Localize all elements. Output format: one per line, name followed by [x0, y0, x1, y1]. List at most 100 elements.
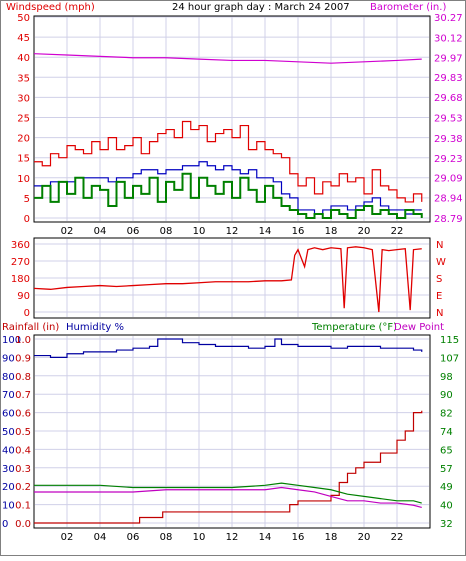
direction-tick-label: 270	[11, 257, 30, 268]
windspeed-tick-label: 5	[24, 194, 30, 205]
x-tick-label: 22	[391, 226, 404, 237]
barometer-tick-label: 29.68	[434, 93, 463, 104]
rainfall-tick-label: 0.7	[15, 390, 31, 401]
temp-series-line	[34, 482, 422, 504]
rainfall-tick-label: 0.8	[15, 372, 31, 383]
humidity-axis-label: Humidity %	[66, 322, 124, 333]
temperature-tick-label: 82	[440, 409, 453, 420]
humidity-tick-label: 80	[2, 372, 15, 383]
x-tick-label: 10	[193, 532, 206, 543]
humidity-tick-label: 30	[2, 464, 15, 475]
windspeed-tick-label: 40	[17, 53, 30, 64]
windspeed-tick-label: 25	[17, 114, 30, 125]
x-tick-label: 12	[226, 532, 239, 543]
wind-barometer-panel: 02 04 06 08 10 12 14 16 18 20 22 0 5 10 15 20 25 30 35 40 45…	[17, 13, 462, 237]
x-tick-label: 18	[325, 532, 338, 543]
x-tick-label: 14	[259, 532, 272, 543]
windspeed-tick-label: 30	[17, 93, 30, 104]
humidity-tick-label: 20	[2, 482, 15, 493]
x-tick-label: 20	[358, 532, 371, 543]
x-tick-label: 12	[226, 226, 239, 237]
x-tick-label: 16	[292, 226, 305, 237]
rain-series-line	[34, 410, 423, 524]
temperature-tick-label: 57	[440, 464, 453, 475]
rainfall-tick-label: 0.3	[15, 464, 31, 475]
temperature-tick-label: 90	[440, 390, 453, 401]
barometer-tick-label: 29.53	[434, 114, 463, 125]
x-tick-label: 18	[325, 226, 338, 237]
windspeed-tick-label: 35	[17, 73, 30, 84]
compass-tick-label: W	[436, 257, 446, 268]
green-series-line	[34, 172, 423, 219]
temperature-tick-label: 49	[440, 482, 453, 493]
barometer-tick-label: 29.97	[434, 54, 463, 65]
humidity-tick-label: 0	[2, 519, 8, 530]
compass-tick-label: E	[436, 291, 442, 302]
windspeed-tick-label: 20	[17, 134, 30, 145]
x-tick-label: 08	[160, 532, 173, 543]
direction-tick-label: 360	[11, 240, 30, 251]
rainfall-tick-label: 0.9	[15, 353, 31, 364]
windspeed-tick-label: 10	[17, 174, 30, 185]
humidity-tick-label: 70	[2, 390, 15, 401]
compass-tick-label: N	[436, 240, 443, 251]
barometer-tick-label: 28.94	[434, 194, 463, 205]
x-tick-label: 04	[94, 532, 107, 543]
compass-tick-label: N	[436, 308, 443, 319]
windspeed-axis-label: Windspeed (mph)	[6, 2, 95, 13]
humidity-tick-label: 90	[2, 353, 15, 364]
baro-series-line	[33, 53, 422, 64]
x-tick-label: 02	[61, 226, 74, 237]
x-tick-label: 20	[358, 226, 371, 237]
rainfall-tick-label: 0.6	[15, 409, 31, 420]
temperature-tick-label: 98	[440, 372, 453, 383]
barometer-tick-label: 29.23	[434, 154, 463, 165]
x-tick-label: 04	[94, 226, 107, 237]
gust-series-line	[34, 120, 423, 203]
windspeed-tick-label: 0	[24, 214, 30, 225]
humidity-tick-label: 50	[2, 427, 15, 438]
temperature-tick-label: 107	[440, 353, 459, 364]
compass-tick-label: S	[436, 274, 442, 285]
barometer-tick-label: 28.79	[434, 214, 463, 225]
direction-tick-label: 90	[17, 291, 30, 302]
windspeed-tick-label: 45	[17, 33, 30, 44]
temperature-tick-label: 65	[440, 445, 453, 456]
rainfall-axis-label: Rainfall (in)	[2, 322, 59, 333]
humidity-tick-label: 100	[2, 335, 21, 346]
direction-tick-label: 0	[24, 308, 30, 319]
temperature-tick-label: 115	[440, 335, 459, 346]
x-tick-label: 10	[193, 226, 206, 237]
humidity-tick-label: 60	[2, 409, 15, 420]
wind-direction-panel: 0 N 90 E 180 S 270 W 360 N	[11, 237, 446, 319]
barometer-tick-label: 30.12	[434, 33, 463, 44]
rainfall-tick-label: 0.2	[15, 482, 31, 493]
x-tick-label: 16	[292, 532, 305, 543]
rainfall-tick-label: 0.1	[15, 501, 31, 512]
humidity-series-line	[34, 338, 423, 358]
temperature-tick-label: 40	[440, 501, 453, 512]
x-tick-label: 22	[391, 532, 404, 543]
x-tick-label: 06	[127, 532, 140, 543]
rainfall-tick-label: 1.0	[15, 335, 31, 346]
temperature-tick-label: 74	[440, 427, 453, 438]
barometer-tick-label: 29.83	[434, 73, 463, 84]
x-tick-label: 14	[259, 226, 272, 237]
x-tick-label: 08	[160, 226, 173, 237]
chart-title: 24 hour graph day : March 24 2007	[172, 2, 350, 13]
rainfall-tick-label: 0.5	[15, 427, 31, 438]
barometer-tick-label: 30.27	[434, 13, 463, 24]
barometer-tick-label: 29.09	[434, 173, 463, 184]
barometer-tick-label: 29.38	[434, 134, 463, 145]
dewpoint-axis-label: Dew Point	[394, 322, 444, 333]
x-tick-label: 06	[127, 226, 140, 237]
windspeed-tick-label: 15	[17, 154, 30, 165]
direction-tick-label: 180	[11, 274, 30, 285]
direction-series-line	[33, 246, 422, 313]
x-tick-label: 02	[61, 532, 74, 543]
rainfall-tick-label: 0.4	[15, 445, 31, 456]
temperature-tick-label: 32	[440, 519, 453, 530]
